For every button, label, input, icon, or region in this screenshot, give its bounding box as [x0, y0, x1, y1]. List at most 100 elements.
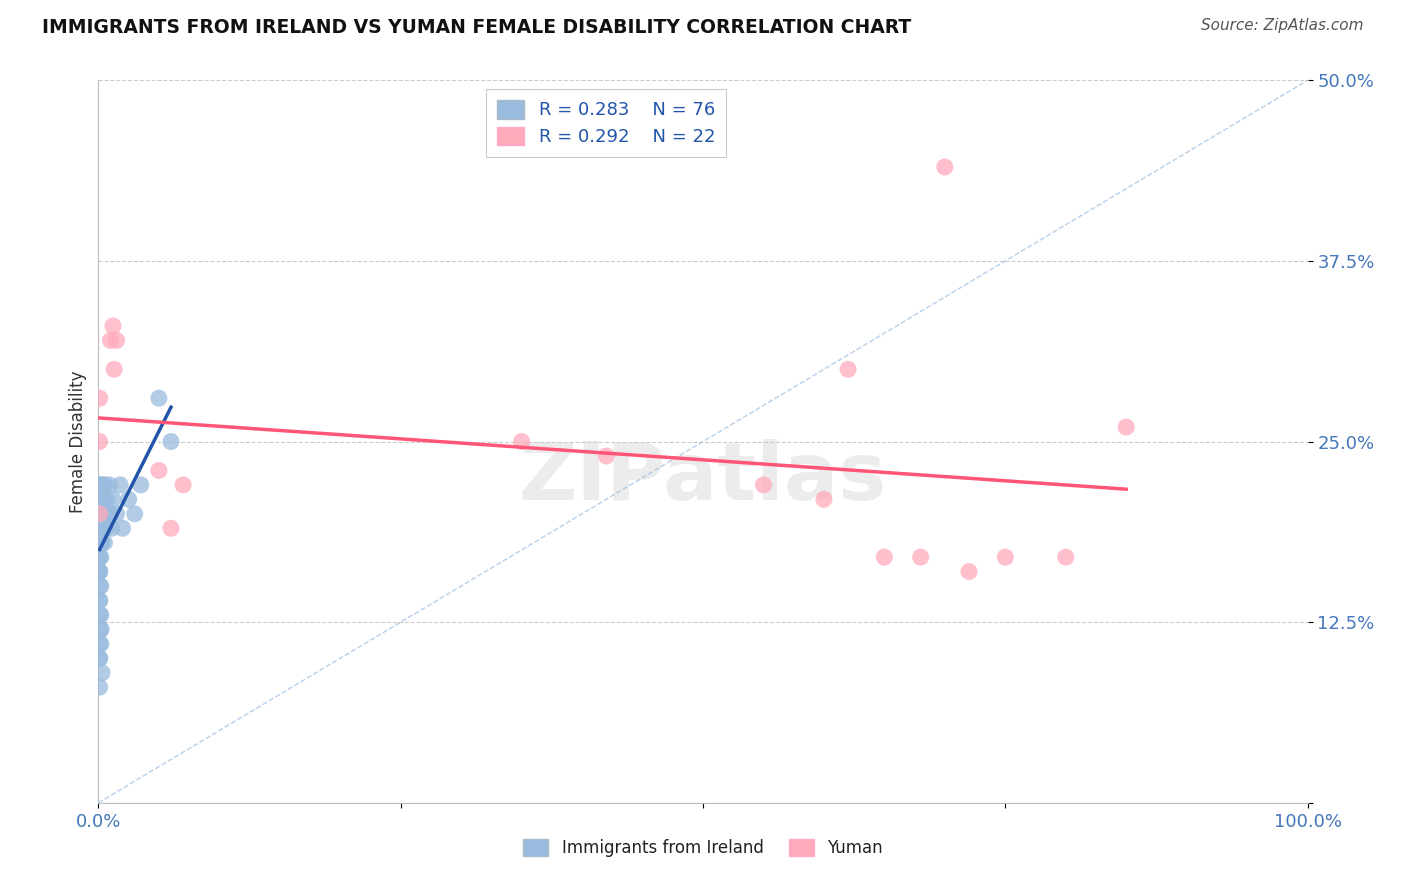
- Point: [89, 550, 111, 565]
- Point: [90, 507, 112, 521]
- Point: [89, 507, 111, 521]
- Point: [101, 318, 124, 333]
- Point: [90, 607, 112, 622]
- Point: [90, 492, 112, 507]
- Point: [91, 507, 114, 521]
- Point: [89, 492, 111, 507]
- Point: [93, 535, 115, 549]
- Point: [148, 463, 170, 477]
- Point: [91, 492, 114, 507]
- Point: [89, 507, 111, 521]
- Point: [89, 565, 111, 579]
- Point: [90, 550, 112, 565]
- Point: [813, 492, 835, 507]
- Point: [89, 535, 111, 549]
- Point: [89, 521, 111, 535]
- Point: [90, 623, 112, 637]
- Point: [93, 478, 115, 492]
- Point: [89, 535, 111, 549]
- Point: [160, 434, 183, 449]
- Point: [89, 579, 111, 593]
- Point: [957, 565, 980, 579]
- Point: [91, 507, 114, 521]
- Point: [89, 593, 111, 607]
- Point: [1115, 420, 1137, 434]
- Point: [89, 521, 111, 535]
- Point: [752, 478, 775, 492]
- Point: [129, 478, 152, 492]
- Point: [101, 492, 124, 507]
- Point: [994, 550, 1017, 565]
- Point: [90, 507, 112, 521]
- Point: [510, 434, 533, 449]
- Point: [89, 651, 111, 665]
- Point: [910, 550, 932, 565]
- Point: [111, 521, 134, 535]
- Point: [98, 478, 121, 492]
- Point: [91, 521, 114, 535]
- Point: [89, 680, 111, 694]
- Point: [91, 665, 114, 680]
- Point: [89, 607, 111, 622]
- Point: [89, 550, 111, 565]
- Point: [108, 478, 131, 492]
- Point: [100, 521, 122, 535]
- Point: [595, 449, 617, 463]
- Point: [91, 492, 114, 507]
- Point: [103, 362, 125, 376]
- Point: [837, 362, 859, 376]
- Point: [91, 535, 114, 549]
- Point: [89, 535, 111, 549]
- Text: IMMIGRANTS FROM IRELAND VS YUMAN FEMALE DISABILITY CORRELATION CHART: IMMIGRANTS FROM IRELAND VS YUMAN FEMALE …: [42, 18, 911, 37]
- Point: [172, 478, 194, 492]
- Point: [90, 521, 112, 535]
- Text: ZIPatlas: ZIPatlas: [519, 439, 887, 516]
- Y-axis label: Female Disability: Female Disability: [69, 370, 87, 513]
- Point: [105, 334, 128, 348]
- Point: [91, 478, 114, 492]
- Point: [91, 521, 114, 535]
- Point: [90, 507, 112, 521]
- Point: [90, 492, 112, 507]
- Point: [124, 507, 146, 521]
- Point: [89, 651, 111, 665]
- Point: [105, 507, 128, 521]
- Point: [90, 637, 112, 651]
- Point: [89, 521, 111, 535]
- Point: [93, 507, 115, 521]
- Point: [97, 507, 120, 521]
- Point: [160, 521, 183, 535]
- Point: [89, 478, 111, 492]
- Point: [100, 507, 122, 521]
- Point: [100, 334, 122, 348]
- Point: [89, 565, 111, 579]
- Point: [89, 507, 111, 521]
- Point: [90, 521, 112, 535]
- Point: [90, 535, 112, 549]
- Point: [90, 579, 112, 593]
- Point: [91, 507, 114, 521]
- Point: [89, 593, 111, 607]
- Point: [89, 535, 111, 549]
- Point: [90, 507, 112, 521]
- Point: [1054, 550, 1077, 565]
- Point: [148, 391, 170, 405]
- Point: [96, 492, 118, 507]
- Point: [89, 434, 111, 449]
- Point: [90, 623, 112, 637]
- Point: [91, 521, 114, 535]
- Legend: Immigrants from Ireland, Yuman: Immigrants from Ireland, Yuman: [513, 829, 893, 867]
- Text: Source: ZipAtlas.com: Source: ZipAtlas.com: [1201, 18, 1364, 33]
- Point: [89, 565, 111, 579]
- Point: [118, 492, 141, 507]
- Point: [91, 521, 114, 535]
- Point: [89, 637, 111, 651]
- Point: [90, 535, 112, 549]
- Point: [90, 492, 112, 507]
- Point: [94, 521, 117, 535]
- Point: [94, 521, 117, 535]
- Point: [934, 160, 956, 174]
- Point: [94, 507, 117, 521]
- Point: [89, 391, 111, 405]
- Point: [873, 550, 896, 565]
